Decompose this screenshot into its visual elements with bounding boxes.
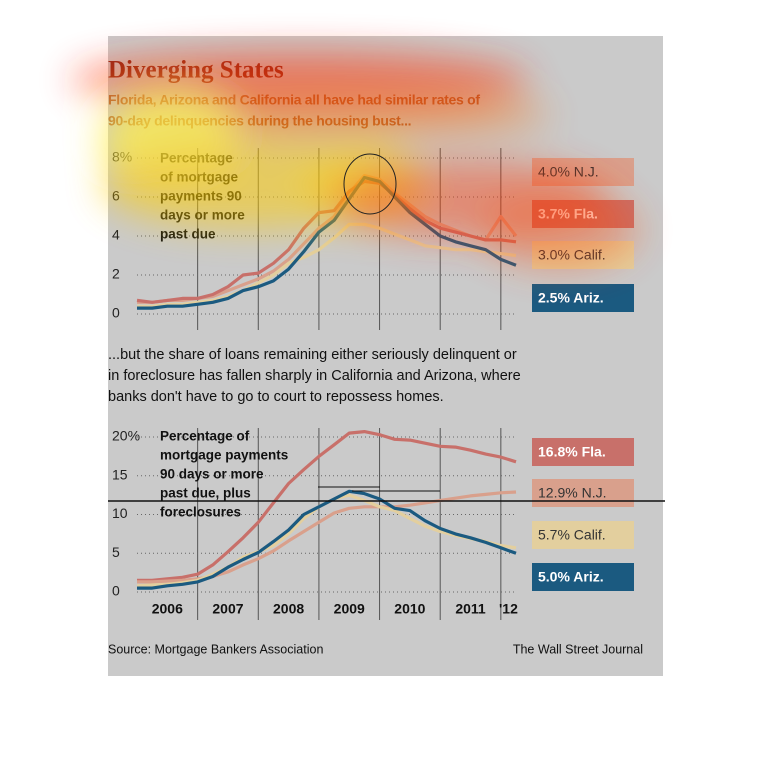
- y-tick-label: 0: [112, 583, 120, 599]
- y-tick-label: 6: [112, 188, 120, 204]
- annotation-line: days or more: [160, 208, 245, 223]
- y-tick-label: 4: [112, 227, 120, 243]
- series-line: [137, 489, 517, 590]
- legend-label: 16.8% Fla.: [538, 444, 606, 460]
- annotation-line: mortgage payments: [160, 448, 288, 463]
- y-tick-label: 5: [112, 544, 120, 560]
- x-tick-label: 2011: [455, 601, 486, 617]
- subtitle-line: 90-day delinquencies during the housing …: [108, 113, 411, 129]
- legend-swatch: [532, 479, 634, 507]
- legend-label: 5.7% Calif.: [538, 527, 606, 543]
- legend-swatch: [532, 284, 634, 312]
- legend-swatch: [532, 563, 634, 591]
- y-tick-label: 8%: [112, 149, 132, 165]
- annotation-line: Percentage of: [160, 429, 250, 444]
- caption-line: ...but the share of loans remaining eith…: [108, 347, 517, 363]
- x-tick-label: '12: [499, 601, 518, 617]
- subtitle-line: Florida, Arizona and California all have…: [108, 92, 480, 108]
- legend-label: 4.0% N.J.: [538, 164, 599, 180]
- series-line: [137, 430, 517, 582]
- y-tick-label: 15: [112, 466, 128, 482]
- x-tick-label: 2006: [152, 601, 183, 617]
- y-tick-label: 2: [112, 266, 120, 282]
- title: Diverging States: [108, 57, 284, 84]
- legend-label: 12.9% N.J.: [538, 485, 606, 501]
- legend-swatch: [532, 438, 634, 466]
- x-tick-label: 2010: [394, 601, 425, 617]
- y-tick-label: 10: [112, 505, 128, 521]
- legend-label: 3.7% Fla.: [538, 206, 598, 222]
- x-tick-label: 2009: [334, 601, 365, 617]
- annotation-line: past due, plus: [160, 486, 251, 501]
- x-tick-label: 2007: [212, 601, 243, 617]
- annotation-line: 90 days or more: [160, 467, 264, 482]
- annotation-line: of mortgage: [160, 170, 238, 185]
- y-tick-label: 0: [112, 305, 120, 321]
- series-line: [137, 222, 517, 308]
- x-tick-label: 2008: [273, 601, 304, 617]
- annotation-line: payments 90: [160, 189, 242, 204]
- y-tick-label: 20%: [112, 428, 140, 444]
- highlight-circle: [343, 153, 397, 215]
- legend-swatch: [532, 521, 634, 549]
- annotation-line: Percentage: [160, 151, 233, 166]
- legend-label: 3.0% Calif.: [538, 247, 606, 263]
- credit: The Wall Street Journal: [513, 642, 643, 656]
- legend-label: 5.0% Ariz.: [538, 569, 604, 585]
- annotation-line: past due: [160, 227, 216, 242]
- legend-label: 2.5% Ariz.: [538, 290, 604, 306]
- caption-line: in foreclosure has fallen sharply in Cal…: [108, 368, 521, 384]
- annotation-line: foreclosures: [160, 505, 241, 520]
- caption-line: banks don't have to go to court to repos…: [108, 389, 444, 405]
- source: Source: Mortgage Bankers Association: [108, 642, 323, 656]
